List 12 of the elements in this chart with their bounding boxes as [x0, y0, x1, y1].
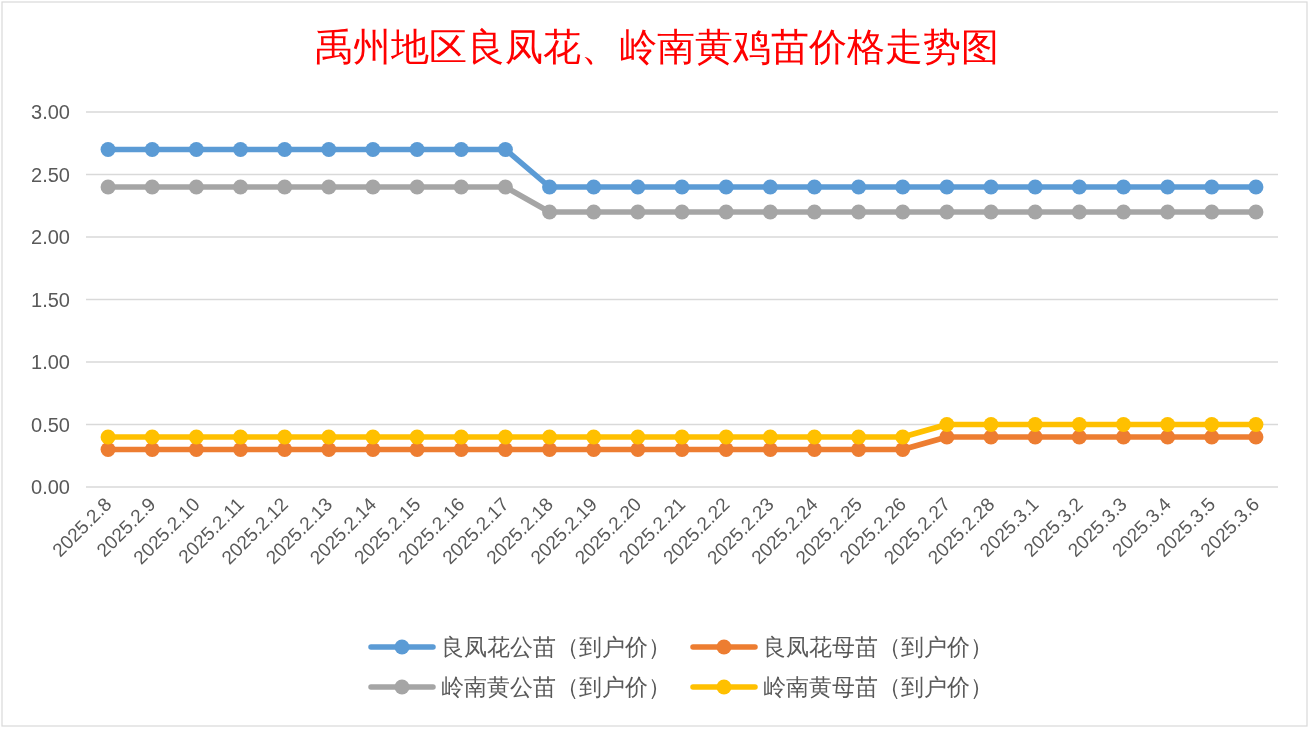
y-tick-label: 2.00	[31, 226, 70, 248]
y-tick-label: 3.00	[31, 101, 70, 123]
y-tick-label: 2.50	[31, 163, 70, 186]
title: 禹州地区良凤花、岭南黄鸡苗价格走势图	[314, 26, 999, 68]
y-tick-label: 1.00	[31, 351, 70, 373]
legend-text: 良凤花母苗（到户价）	[763, 634, 993, 660]
legend-text: 岭南黄公苗（到户价）	[441, 674, 671, 700]
legend-text: 岭南黄母苗（到户价）	[763, 674, 993, 700]
y-tick-label: 1.50	[31, 288, 70, 311]
legend-text: 良凤花公苗（到户价）	[441, 634, 671, 660]
y-tick-label: 0.00	[31, 476, 70, 498]
y-tick-label: 0.50	[31, 413, 70, 436]
